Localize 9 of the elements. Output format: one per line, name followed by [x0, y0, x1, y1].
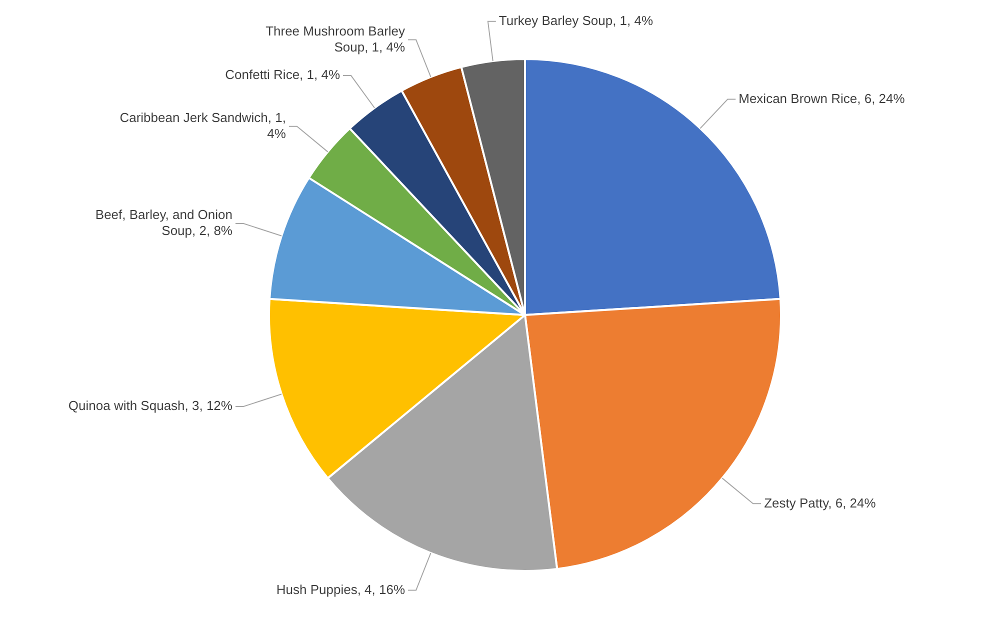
slice-label: Three Mushroom Barley Soup, 1, 4% — [266, 23, 406, 54]
slice-label: Caribbean Jerk Sandwich, 1, 4% — [120, 110, 286, 141]
slice-label: Mexican Brown Rice, 6, 24% — [738, 90, 906, 106]
slice-label: Quinoa with Squash, 3, 12% — [68, 398, 233, 414]
slice-label: Beef, Barley, and Onion Soup, 2, 8% — [95, 207, 233, 238]
slice-label: Turkey Barley Soup, 1, 4% — [498, 12, 654, 28]
slice-label: Confetti Rice, 1, 4% — [225, 67, 340, 82]
slice-label: Hush Puppies, 4, 16% — [276, 582, 406, 597]
slice-label: Zesty Patty, 6, 24% — [764, 495, 876, 510]
